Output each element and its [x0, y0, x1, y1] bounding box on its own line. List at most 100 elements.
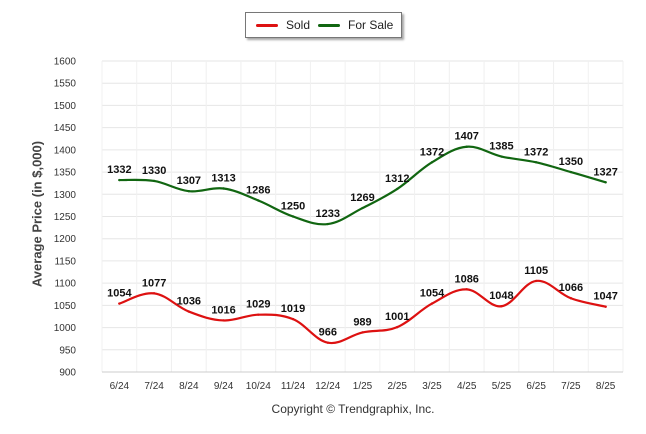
data-point-sold [291, 317, 295, 321]
data-point-sold [118, 302, 121, 305]
data-label-for-sale: 1372 [420, 146, 444, 158]
legend: Sold For Sale [245, 12, 402, 38]
data-label-for-sale: 1312 [385, 173, 409, 185]
copyright-text: Copyright © Trendgraphix, Inc. [271, 402, 435, 416]
data-label-for-sale: 1332 [107, 164, 131, 176]
data-point-for-sale [291, 215, 295, 218]
y-tick-label: 900 [59, 368, 76, 379]
x-tick-label: 7/24 [144, 381, 164, 392]
x-tick-label: 6/24 [110, 381, 130, 392]
data-label-sold: 1016 [211, 304, 235, 316]
data-point-sold [534, 279, 538, 283]
data-point-for-sale [500, 155, 503, 158]
data-label-sold: 1105 [524, 265, 548, 277]
data-label-sold: 1019 [281, 303, 305, 315]
y-tick-label: 1600 [54, 57, 77, 68]
data-point-sold [604, 305, 607, 308]
y-tick-label: 1350 [54, 168, 77, 179]
data-point-sold [361, 331, 364, 334]
y-tick-label: 1500 [54, 101, 77, 112]
data-point-for-sale [326, 222, 329, 226]
data-label-sold: 1054 [107, 288, 132, 300]
data-point-sold [569, 297, 573, 300]
data-point-for-sale [465, 145, 468, 148]
x-tick-label: 8/24 [179, 381, 199, 392]
series-lines [118, 145, 607, 345]
data-point-sold [500, 305, 503, 308]
data-label-for-sale: 1313 [211, 173, 235, 185]
legend-label-sold: Sold [286, 18, 311, 32]
data-point-for-sale [222, 187, 225, 190]
data-point-for-sale [361, 206, 364, 210]
x-tick-label: 10/24 [246, 381, 271, 392]
data-label-sold: 1066 [559, 282, 583, 294]
axes: 900 950 1000 1050 1100 1150 1200 1250 1300 1350 14… [54, 57, 623, 392]
data-label-for-sale: 1269 [350, 192, 374, 204]
y-tick-label: 1550 [54, 79, 77, 90]
x-tick-label: 6/25 [526, 381, 546, 392]
legend-swatch-for-sale [318, 23, 340, 27]
data-label-sold: 966 [319, 327, 337, 339]
data-label-sold: 1048 [489, 290, 513, 302]
data-label-sold: 1054 [420, 288, 445, 300]
data-label-for-sale: 1233 [316, 208, 340, 220]
data-label-for-sale: 1286 [246, 185, 270, 197]
data-label-for-sale: 1407 [454, 131, 478, 143]
data-point-for-sale [118, 178, 121, 182]
data-label-for-sale: 1350 [559, 156, 583, 168]
legend-label-for-sale: For Sale [348, 18, 394, 32]
y-tick-label: 1450 [54, 123, 77, 134]
y-tick-label: 950 [59, 345, 76, 356]
data-point-for-sale [604, 181, 607, 184]
series-line-sold [118, 279, 607, 345]
data-label-sold: 1029 [246, 299, 270, 311]
y-tick-label: 1300 [54, 190, 77, 201]
x-tick-label: 1/25 [353, 381, 373, 392]
data-point-sold [257, 313, 260, 316]
data-point-sold [430, 302, 434, 305]
legend-swatch-sold [256, 23, 278, 27]
y-tick-label: 1400 [54, 145, 77, 156]
y-tick-label: 1000 [54, 323, 77, 334]
data-label-sold: 1077 [142, 277, 166, 289]
data-labels: 1054 1077 1036 1016 1029 1019 966 989 1001 1054 10… [107, 131, 618, 339]
x-tick-label: 7/25 [561, 381, 581, 392]
data-point-sold [152, 292, 156, 295]
y-tick-label: 1050 [54, 301, 77, 312]
data-point-sold [222, 319, 225, 322]
y-tick-label: 1100 [54, 279, 76, 290]
data-label-sold: 989 [353, 316, 371, 328]
data-label-for-sale: 1372 [524, 146, 548, 158]
x-tick-label: 11/24 [281, 381, 306, 392]
x-tick-label: 5/25 [492, 381, 512, 392]
x-tick-label: 4/25 [457, 381, 477, 392]
data-point-for-sale [257, 199, 260, 202]
data-point-sold [465, 288, 468, 291]
data-label-sold: 1086 [454, 273, 478, 285]
data-label-for-sale: 1307 [177, 175, 201, 187]
x-tick-label: 12/24 [315, 381, 340, 392]
data-point-for-sale [430, 161, 434, 164]
data-point-sold [187, 310, 191, 313]
y-tick-label: 1150 [54, 256, 76, 267]
x-tick-label: 9/24 [214, 381, 234, 392]
data-label-sold: 1001 [385, 311, 409, 323]
grid-lines [101, 60, 624, 373]
data-label-for-sale: 1385 [489, 141, 513, 153]
data-point-sold [326, 341, 329, 344]
legend-item-for-sale[interactable]: For Sale [318, 13, 393, 37]
data-label-for-sale: 1327 [593, 166, 617, 178]
y-tick-label: 1200 [54, 234, 77, 245]
data-point-for-sale [396, 187, 399, 191]
x-tick-label: 2/25 [387, 381, 407, 392]
data-label-sold: 1036 [177, 296, 201, 308]
data-point-for-sale [569, 170, 573, 174]
x-tick-label: 8/25 [596, 381, 616, 392]
y-tick-label: 1250 [54, 212, 77, 223]
data-label-for-sale: 1250 [281, 201, 305, 213]
legend-item-sold[interactable]: Sold [256, 13, 310, 37]
data-label-for-sale: 1330 [142, 165, 166, 177]
data-point-for-sale [534, 161, 538, 164]
